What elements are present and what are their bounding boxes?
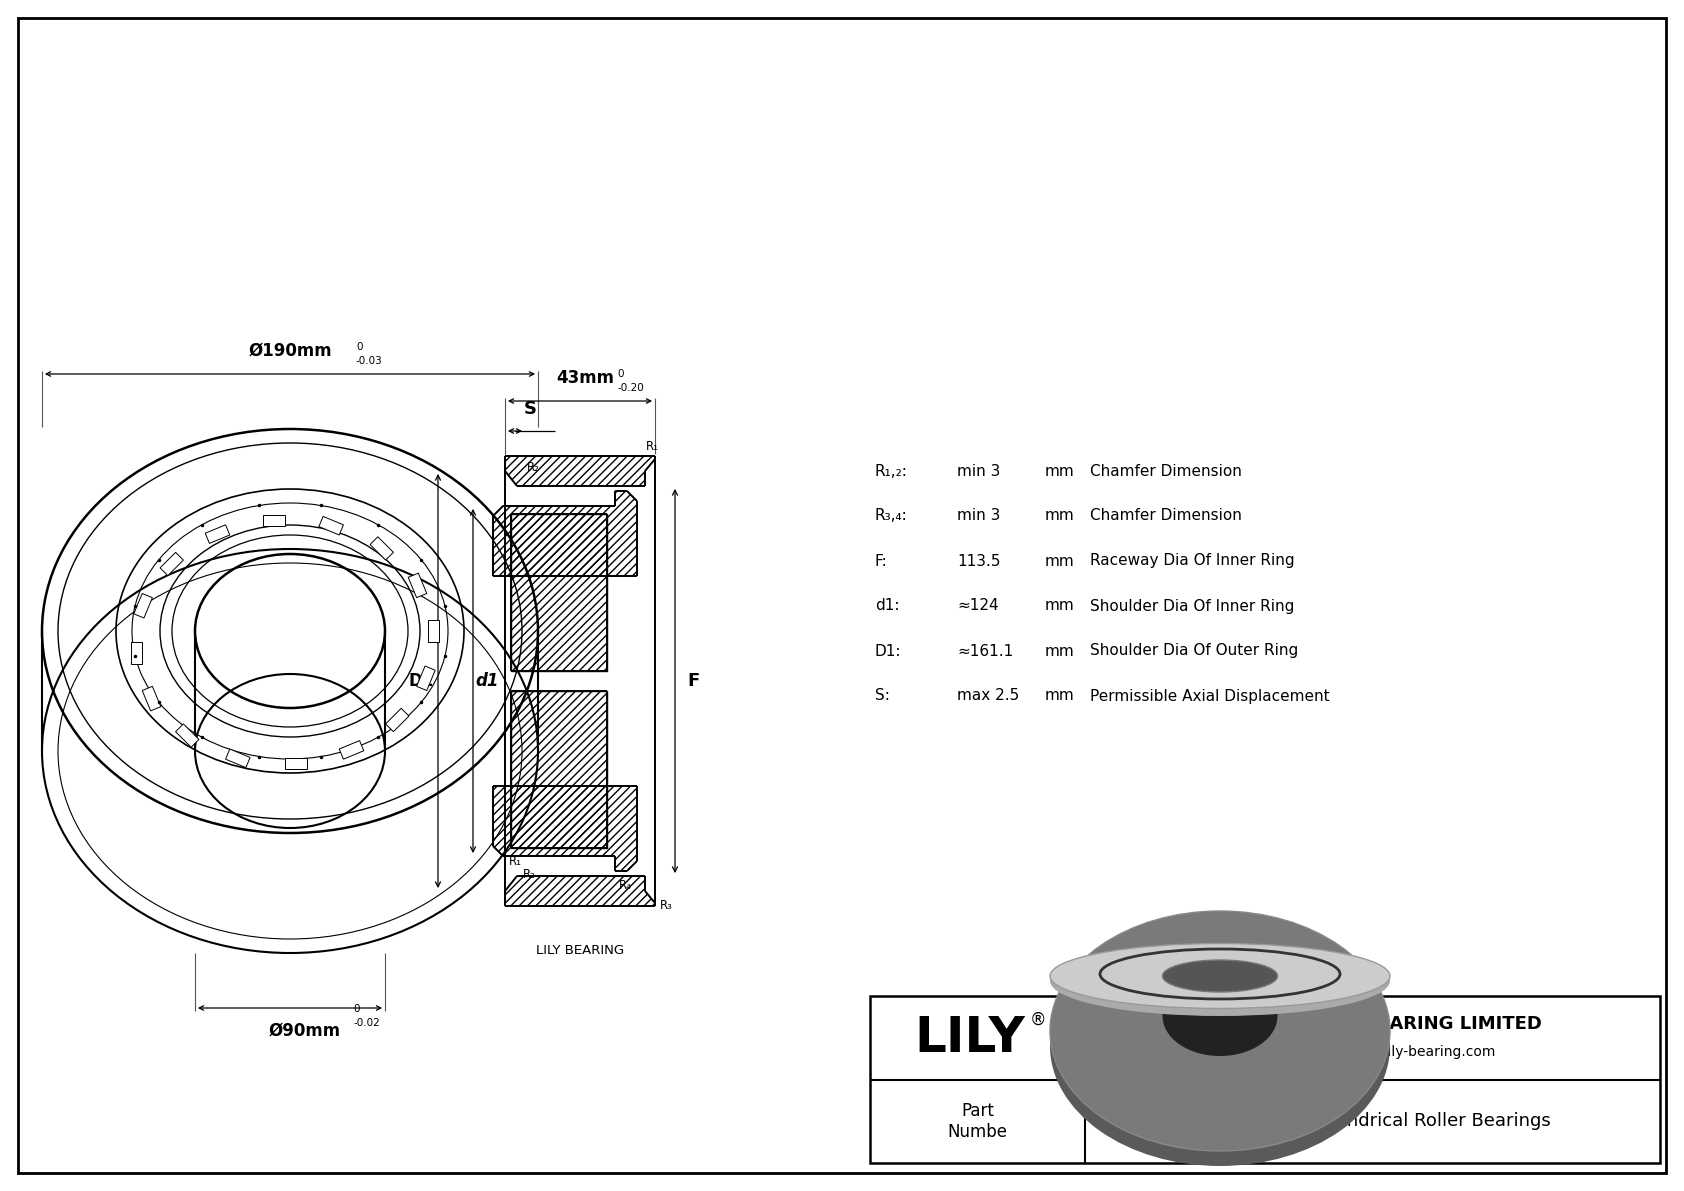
Text: Ø190mm: Ø190mm bbox=[248, 342, 332, 360]
Ellipse shape bbox=[1051, 925, 1389, 1166]
Text: -0.20: -0.20 bbox=[616, 384, 643, 393]
Text: ≈124: ≈124 bbox=[957, 599, 999, 613]
Text: R₃: R₃ bbox=[660, 899, 674, 912]
Text: F: F bbox=[687, 672, 699, 690]
Text: mm: mm bbox=[1046, 643, 1074, 659]
Text: R₁,₂:: R₁,₂: bbox=[876, 463, 908, 479]
Bar bbox=[130, 642, 141, 665]
Text: R₁: R₁ bbox=[645, 439, 658, 453]
Text: ®: ® bbox=[1029, 1011, 1046, 1029]
Text: R₂: R₂ bbox=[527, 461, 539, 474]
Bar bbox=[428, 621, 438, 642]
Text: S: S bbox=[524, 400, 537, 418]
Text: d1:: d1: bbox=[876, 599, 899, 613]
Text: 113.5: 113.5 bbox=[957, 554, 1000, 568]
Text: R₄: R₄ bbox=[618, 879, 632, 892]
Text: NJ 318 ECML Cylindrical Roller Bearings: NJ 318 ECML Cylindrical Roller Bearings bbox=[1194, 1112, 1551, 1130]
Text: Shoulder Dia Of Inner Ring: Shoulder Dia Of Inner Ring bbox=[1090, 599, 1295, 613]
Bar bbox=[408, 573, 426, 598]
Ellipse shape bbox=[1162, 960, 1278, 992]
Text: LILY: LILY bbox=[914, 1014, 1026, 1061]
Text: 0: 0 bbox=[355, 342, 362, 353]
Bar bbox=[871, 996, 1660, 1162]
Text: Chamfer Dimension: Chamfer Dimension bbox=[1090, 463, 1241, 479]
Text: Part
Numbe: Part Numbe bbox=[948, 1102, 1007, 1141]
Bar bbox=[338, 741, 364, 759]
Text: mm: mm bbox=[1046, 509, 1074, 524]
Bar bbox=[370, 537, 394, 560]
Text: d1: d1 bbox=[475, 672, 498, 690]
Bar bbox=[133, 593, 152, 618]
Text: SHANGHAI LILY BEARING LIMITED: SHANGHAI LILY BEARING LIMITED bbox=[1204, 1015, 1541, 1033]
Text: -0.02: -0.02 bbox=[354, 1018, 381, 1028]
Ellipse shape bbox=[1051, 946, 1389, 1016]
Text: R₂: R₂ bbox=[522, 868, 536, 881]
Text: mm: mm bbox=[1046, 688, 1074, 704]
Ellipse shape bbox=[1051, 943, 1389, 1009]
Text: min 3: min 3 bbox=[957, 509, 1000, 524]
Bar bbox=[285, 757, 306, 769]
Text: F:: F: bbox=[876, 554, 887, 568]
Text: Chamfer Dimension: Chamfer Dimension bbox=[1090, 509, 1241, 524]
Bar bbox=[175, 724, 199, 747]
Ellipse shape bbox=[1162, 975, 1278, 1056]
Text: mm: mm bbox=[1046, 463, 1074, 479]
Text: mm: mm bbox=[1046, 554, 1074, 568]
Text: 0: 0 bbox=[354, 1004, 359, 1014]
Bar bbox=[205, 525, 229, 543]
Text: Raceway Dia Of Inner Ring: Raceway Dia Of Inner Ring bbox=[1090, 554, 1295, 568]
Text: Shoulder Dia Of Outer Ring: Shoulder Dia Of Outer Ring bbox=[1090, 643, 1298, 659]
Text: S:: S: bbox=[876, 688, 889, 704]
Text: ≈161.1: ≈161.1 bbox=[957, 643, 1014, 659]
Text: LILY BEARING: LILY BEARING bbox=[536, 944, 625, 958]
Text: R₁: R₁ bbox=[509, 855, 522, 868]
Text: Ø90mm: Ø90mm bbox=[269, 1022, 342, 1040]
Bar bbox=[318, 517, 344, 535]
Text: min 3: min 3 bbox=[957, 463, 1000, 479]
Text: max 2.5: max 2.5 bbox=[957, 688, 1019, 704]
Text: 0: 0 bbox=[616, 369, 623, 379]
Text: mm: mm bbox=[1046, 599, 1074, 613]
Bar bbox=[416, 666, 434, 691]
Text: D1:: D1: bbox=[876, 643, 901, 659]
Text: 43mm: 43mm bbox=[556, 369, 615, 387]
Bar bbox=[141, 686, 160, 711]
Text: D1: D1 bbox=[409, 672, 434, 690]
Bar bbox=[263, 516, 285, 526]
Text: -0.03: -0.03 bbox=[355, 356, 382, 366]
Text: Permissible Axial Displacement: Permissible Axial Displacement bbox=[1090, 688, 1330, 704]
Text: Email: lilybearing@lily-bearing.com: Email: lilybearing@lily-bearing.com bbox=[1250, 1045, 1495, 1059]
Ellipse shape bbox=[1051, 911, 1389, 1151]
Text: R₃,₄:: R₃,₄: bbox=[876, 509, 908, 524]
Bar bbox=[226, 749, 251, 767]
Bar bbox=[160, 553, 184, 575]
Bar bbox=[386, 709, 409, 731]
